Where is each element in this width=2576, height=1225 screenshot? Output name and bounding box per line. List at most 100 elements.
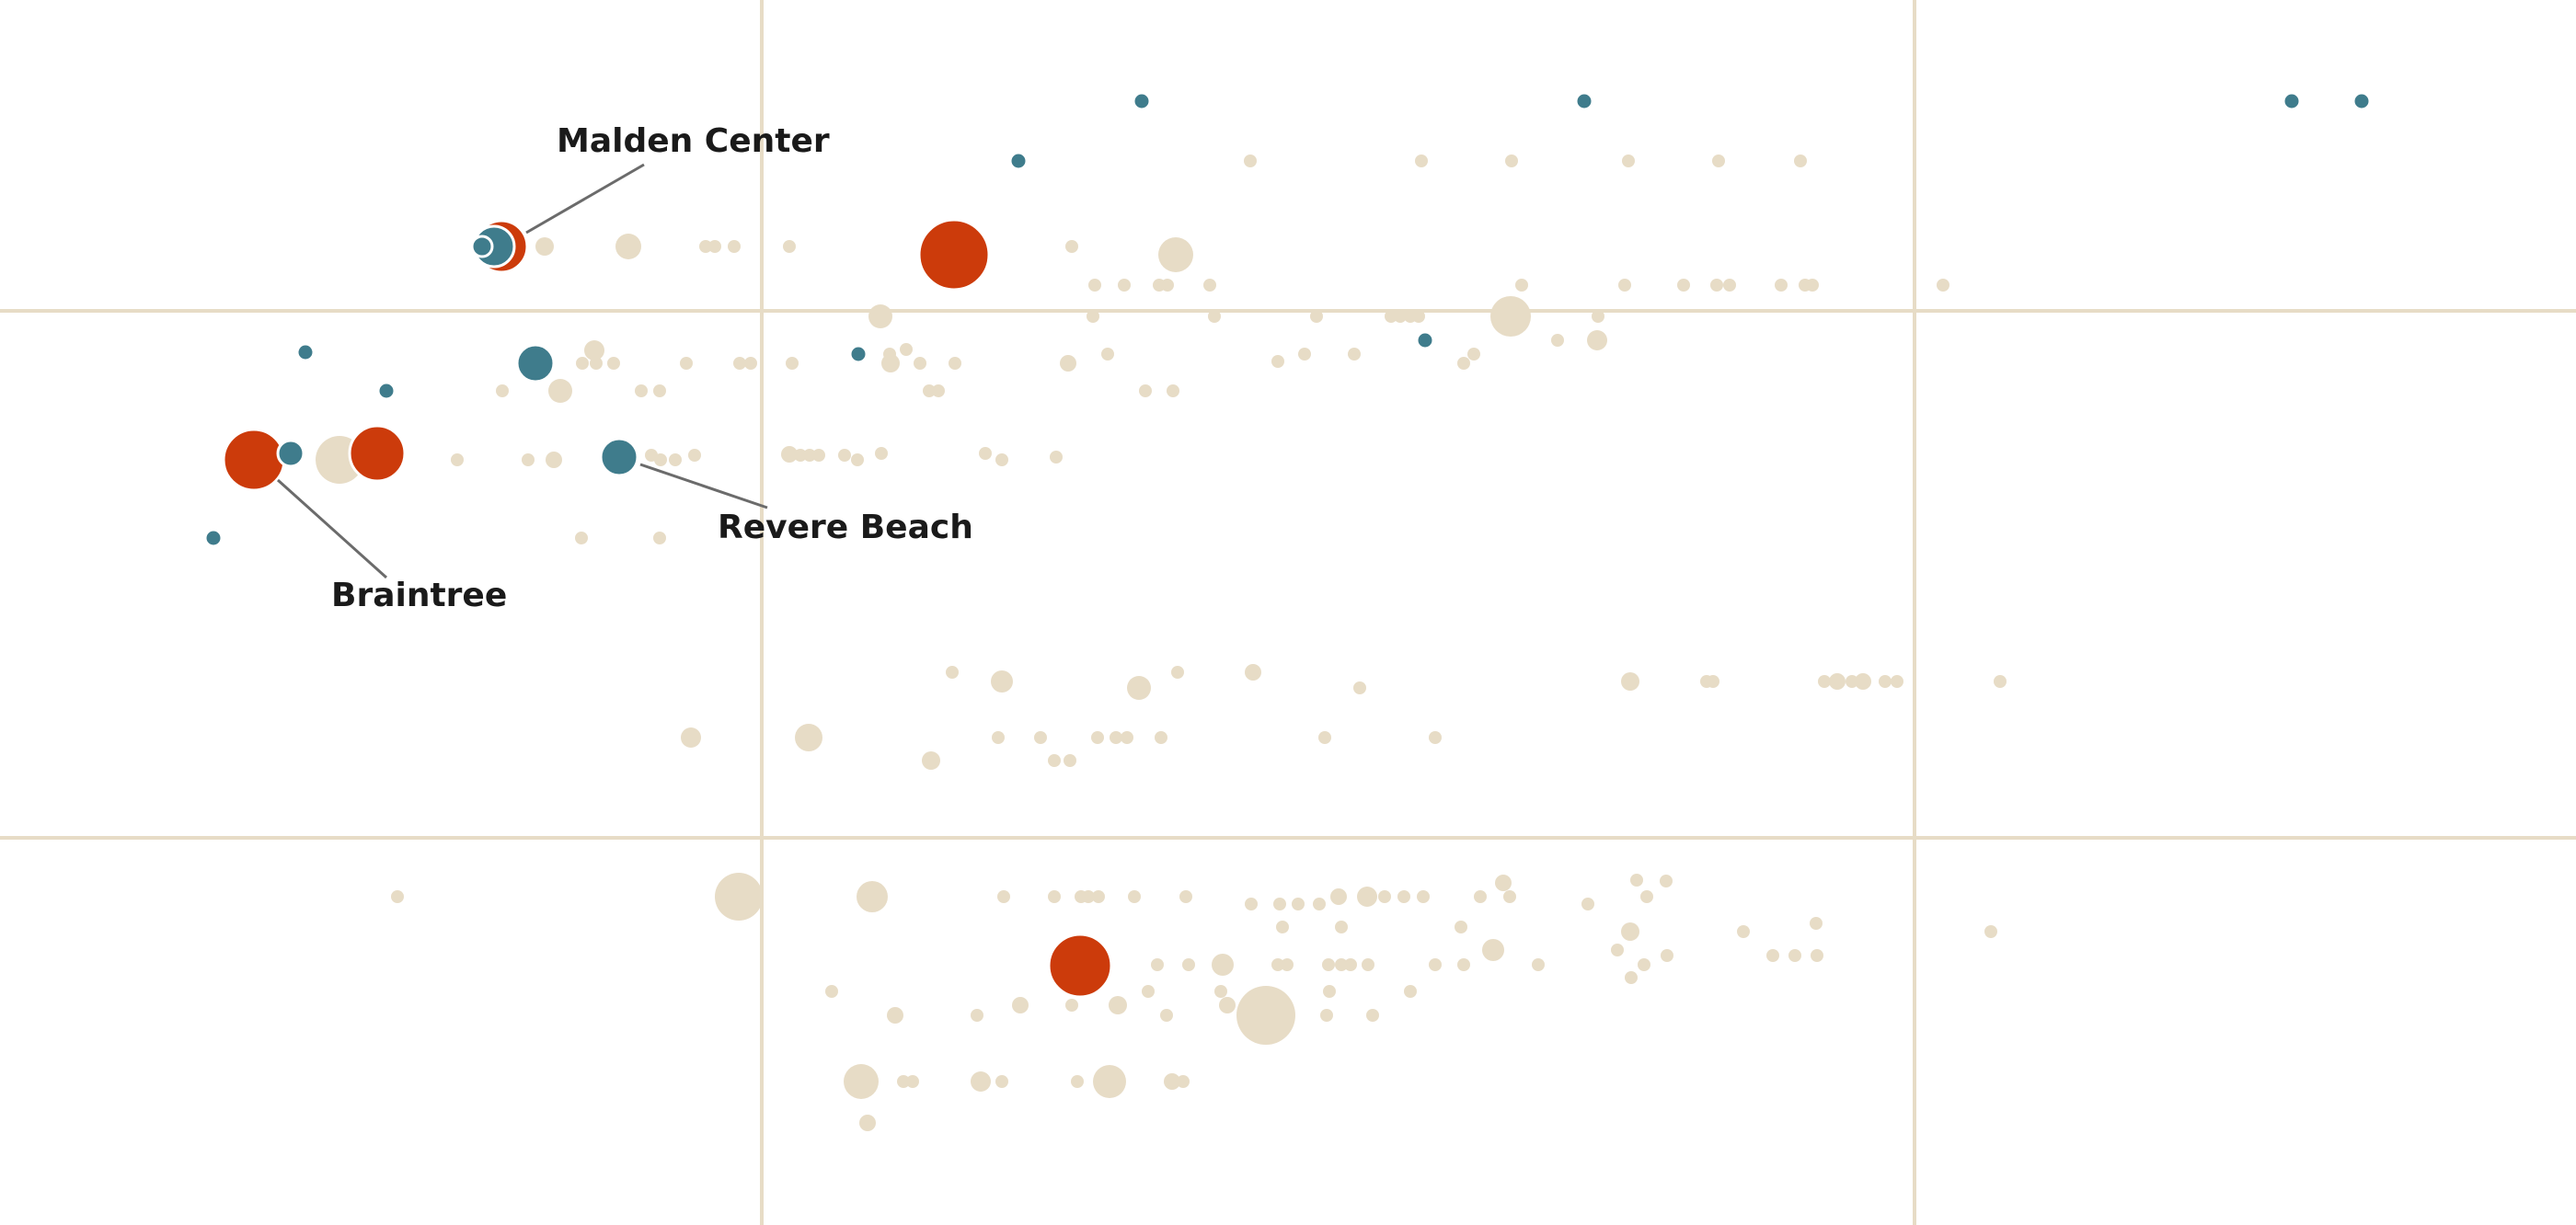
annotation-braintree: Braintree (331, 577, 507, 614)
background-point-174 (1065, 999, 1078, 1012)
background-point-187 (906, 1075, 919, 1088)
background-point-167 (1661, 949, 1673, 962)
background-point-186 (897, 1075, 910, 1088)
background-point-27 (1937, 279, 1949, 292)
background-point-138 (1503, 890, 1516, 903)
background-point-117 (391, 890, 404, 903)
background-point-91 (1171, 666, 1184, 679)
background-point-149 (1984, 925, 1997, 938)
background-point-8 (1244, 155, 1257, 167)
background-point-147 (1737, 925, 1750, 938)
background-point-182 (1320, 1009, 1333, 1022)
background-point-105 (795, 724, 822, 751)
background-point-56 (1457, 357, 1470, 370)
background-point-119 (857, 881, 888, 912)
background-point-162 (1482, 939, 1504, 961)
annotation-revere-beach: Revere Beach (718, 509, 973, 546)
background-point-73 (654, 453, 667, 466)
background-point-158 (1344, 958, 1357, 971)
background-point-171 (887, 1007, 903, 1024)
background-point-192 (1164, 1073, 1180, 1090)
background-point-94 (1621, 672, 1639, 691)
background-point-5 (783, 240, 796, 253)
background-point-98 (1829, 673, 1846, 690)
background-point-169 (1788, 949, 1801, 962)
background-point-100 (1855, 673, 1871, 690)
background-point-6 (1065, 240, 1078, 253)
background-point-123 (1082, 890, 1095, 903)
background-point-37 (1592, 310, 1604, 323)
background-point-189 (995, 1075, 1008, 1088)
background-point-87 (653, 532, 666, 544)
background-point-83 (979, 447, 992, 460)
background-point-75 (688, 449, 701, 462)
background-point-22 (1710, 279, 1723, 292)
background-point-62 (635, 384, 648, 397)
background-point-181 (1323, 985, 1336, 998)
background-point-90 (1127, 676, 1151, 700)
background-point-49 (914, 357, 926, 370)
background-point-137 (1495, 875, 1512, 891)
teal-point-2 (2282, 91, 2302, 111)
background-point-159 (1362, 958, 1374, 971)
background-point-78 (803, 449, 816, 462)
teal-point-11 (376, 381, 397, 401)
background-point-36 (1490, 296, 1531, 337)
background-point-133 (1378, 890, 1391, 903)
background-point-18 (1203, 279, 1216, 292)
background-point-64 (923, 384, 936, 397)
background-point-121 (1048, 890, 1061, 903)
background-point-188 (971, 1071, 991, 1092)
background-point-183 (1366, 1009, 1379, 1022)
background-point-92 (1245, 664, 1261, 681)
red-point-2 (222, 428, 286, 492)
teal-point-3 (2352, 91, 2372, 111)
teal-point-0 (1132, 91, 1152, 111)
background-point-135 (1417, 890, 1430, 903)
teal-point-8 (848, 344, 868, 364)
background-point-97 (1818, 675, 1831, 688)
background-point-164 (1611, 944, 1624, 956)
background-point-134 (1397, 890, 1410, 903)
background-point-155 (1281, 958, 1294, 971)
background-point-142 (1660, 875, 1673, 887)
background-point-96 (1707, 675, 1719, 688)
background-point-103 (1994, 675, 2007, 688)
background-point-156 (1322, 958, 1335, 971)
background-point-31 (1310, 310, 1323, 323)
background-point-80 (838, 449, 851, 462)
background-point-104 (681, 727, 701, 748)
background-point-51 (1060, 355, 1076, 372)
background-point-40 (590, 357, 603, 370)
background-point-172 (971, 1009, 983, 1022)
background-point-42 (680, 357, 693, 370)
background-point-15 (1118, 279, 1131, 292)
background-point-130 (1313, 898, 1326, 910)
teal-point-12 (276, 439, 305, 468)
background-point-63 (653, 384, 666, 397)
background-point-32 (1385, 310, 1397, 323)
background-point-88 (946, 666, 959, 679)
background-point-70 (522, 453, 535, 466)
background-point-163 (1532, 958, 1545, 971)
background-point-77 (794, 449, 807, 462)
background-point-176 (1142, 985, 1155, 998)
background-point-150 (825, 985, 838, 998)
background-point-57 (1467, 348, 1480, 361)
teal-point-9 (1415, 330, 1435, 350)
background-point-19 (1515, 279, 1528, 292)
background-point-85 (1050, 451, 1063, 464)
background-point-129 (1292, 898, 1305, 910)
background-point-54 (1298, 348, 1311, 361)
background-points (316, 155, 2007, 1131)
background-point-4 (728, 240, 741, 253)
leader-line-malden-center (525, 163, 645, 235)
background-point-113 (1121, 731, 1133, 744)
background-point-26 (1806, 279, 1819, 292)
background-point-58 (1551, 334, 1564, 347)
background-point-106 (922, 751, 940, 770)
red-point-0 (917, 218, 991, 292)
background-point-144 (1335, 921, 1348, 933)
